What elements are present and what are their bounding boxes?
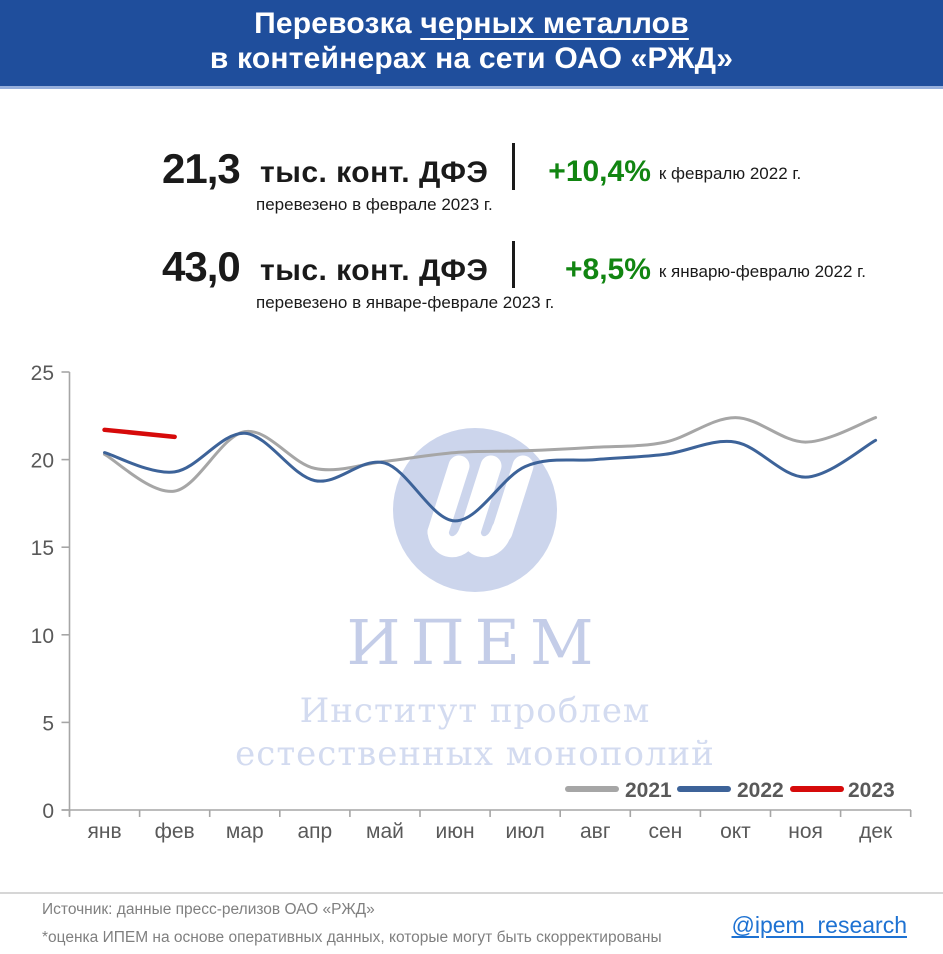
stat-unit: тыс. конт. ДФЭ — [260, 254, 489, 287]
title-prefix: Перевозка — [254, 7, 421, 40]
x-axis-label: фев — [155, 820, 195, 843]
stat-row: 43,0 тыс. конт. ДФЭ +8,5% к январю-февра… — [162, 241, 943, 288]
stat-block-february: 21,3 тыс. конт. ДФЭ +10,4% к февралю 202… — [0, 143, 943, 215]
header-banner: Перевозка черных металлов в контейнерах … — [0, 0, 943, 89]
stat-caption: перевезено в феврале 2023 г. — [256, 195, 493, 214]
stat-block-jan-february: 43,0 тыс. конт. ДФЭ +8,5% к январю-февра… — [0, 241, 943, 313]
stat-caption: перевезено в январе-феврале 2023 г. — [256, 293, 555, 312]
x-axis-label: июн — [436, 820, 475, 843]
x-axis-label: ноя — [788, 820, 823, 843]
stat-value: 43,0 — [162, 243, 241, 290]
ipem-research-link[interactable]: @ipem_research — [731, 912, 907, 938]
divider-bar — [512, 143, 515, 190]
stat-comparison: к февралю 2022 г. — [658, 164, 802, 183]
legend-label-2022: 2022 — [737, 779, 784, 802]
y-axis-label: 5 — [42, 712, 54, 735]
stat-row: 21,3 тыс. конт. ДФЭ +10,4% к февралю 202… — [162, 143, 943, 190]
watermark-texts: ИПЕМ Институт проблем естественных моноп… — [145, 610, 805, 776]
x-axis-label: апр — [297, 820, 332, 843]
x-axis-label: янв — [87, 820, 121, 843]
series-line-2021 — [103, 416, 878, 493]
x-axis-label: окт — [720, 820, 751, 843]
ipem-logo-mark-icon — [427, 455, 534, 558]
y-axis-label: 10 — [31, 625, 54, 648]
divider-bar — [512, 241, 515, 288]
x-axis-label: июл — [506, 820, 545, 843]
series-line-2022 — [103, 431, 878, 523]
y-axis-label: 15 — [31, 537, 54, 560]
y-axis-label: 0 — [42, 800, 54, 823]
chart-area: ИПЕМ Институт проблем естественных моноп… — [0, 355, 943, 855]
watermark-subtitle-line2: естественных монополий — [235, 734, 715, 774]
source-footnote: *оценка ИПЕМ на основе оперативных данны… — [42, 929, 662, 946]
y-axis-label: 25 — [31, 362, 54, 385]
footer-divider — [0, 892, 943, 894]
stat-comparison: к январю-февралю 2022 г. — [658, 262, 866, 281]
page-title-line1: Перевозка черных металлов — [0, 6, 943, 41]
legend-label-2021: 2021 — [625, 779, 672, 802]
stat-delta: +10,4% — [548, 155, 651, 188]
x-axis-label: май — [366, 820, 404, 843]
series-line-2023 — [102, 427, 177, 440]
x-axis-label: сен — [648, 820, 682, 843]
stat-value: 21,3 — [162, 145, 241, 192]
line-chart: 0 5 10 15 20 25 янв фев мар апр май июн июл авг сен окт… — [31, 362, 912, 843]
stat-delta: +8,5% — [564, 253, 651, 286]
x-axis-label: мар — [226, 820, 264, 843]
page-title-line2: в контейнерах на сети ОАО «РЖД» — [209, 42, 734, 75]
stat-unit: тыс. конт. ДФЭ — [260, 156, 489, 189]
watermark-subtitle-line1: Институт проблем — [299, 691, 651, 731]
x-axis-label: авг — [580, 820, 611, 843]
x-axis-label: дек — [859, 820, 893, 843]
source-line: Источник: данные пресс-релизов ОАО «РЖД» — [42, 901, 375, 918]
y-axis-label: 20 — [31, 450, 54, 473]
key-stats: 21,3 тыс. конт. ДФЭ +10,4% к февралю 202… — [0, 143, 943, 313]
legend-label-2023: 2023 — [848, 779, 895, 802]
title-underlined: черных металлов — [420, 7, 689, 40]
watermark-acronym: ИПЕМ — [346, 606, 604, 679]
